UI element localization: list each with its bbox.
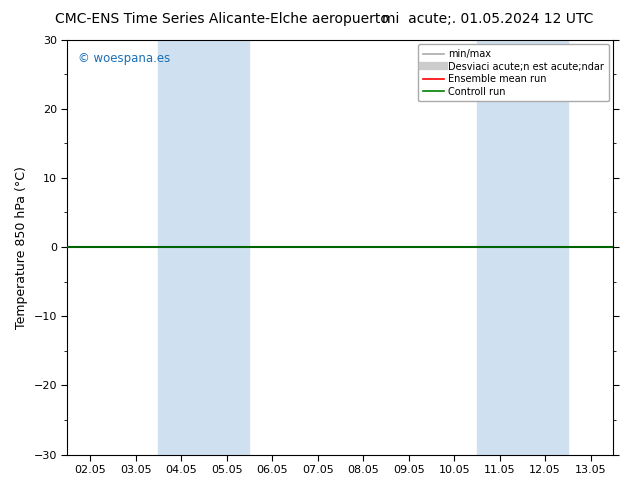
Text: mi  acute;. 01.05.2024 12 UTC: mi acute;. 01.05.2024 12 UTC [382, 12, 594, 26]
Bar [158, 40, 249, 455]
Bar [477, 40, 568, 455]
Y-axis label: Temperature 850 hPa (°C): Temperature 850 hPa (°C) [15, 166, 28, 328]
Text: © woespana.es: © woespana.es [79, 52, 171, 65]
Legend: min/max, Desviaci acute;n est acute;ndar, Ensemble mean run, Controll run: min/max, Desviaci acute;n est acute;ndar… [418, 45, 609, 101]
Text: CMC-ENS Time Series Alicante-Elche aeropuerto: CMC-ENS Time Series Alicante-Elche aerop… [55, 12, 389, 26]
